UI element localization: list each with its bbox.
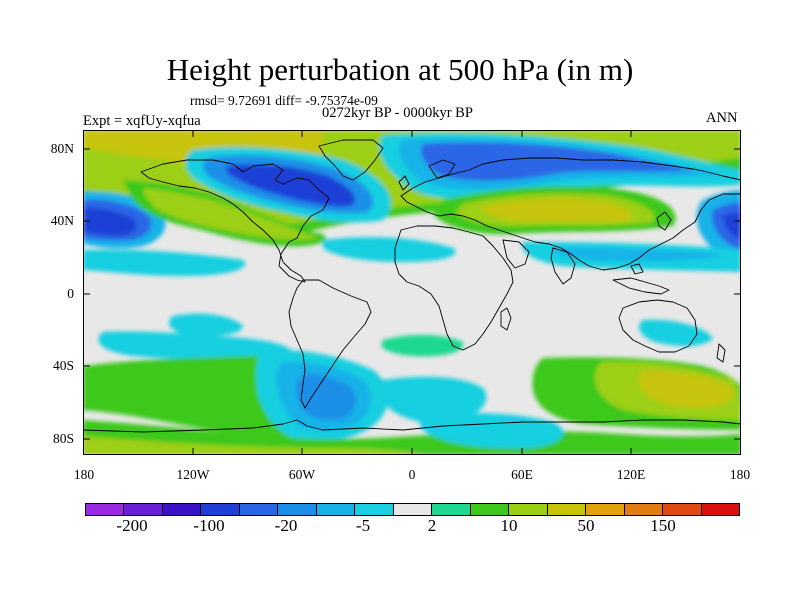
colorbar-label: -20 bbox=[274, 516, 298, 535]
colorbar-swatch bbox=[393, 504, 433, 515]
colorbar-swatch bbox=[470, 504, 510, 515]
lat-label-80s: 80S bbox=[52, 431, 74, 446]
colorbar-label: -100 bbox=[193, 516, 225, 535]
lon-label-60e: 60E bbox=[511, 467, 533, 482]
plot-title: Height perturbation at 500 hPa (in m) bbox=[166, 52, 634, 87]
lon-label-180w: 180 bbox=[73, 467, 95, 482]
colorbar-swatch bbox=[624, 504, 664, 515]
perturbation-field bbox=[83, 130, 741, 455]
colorbar-label: 2 bbox=[427, 516, 437, 535]
colorbar-swatch bbox=[162, 504, 202, 515]
coastlines bbox=[83, 139, 741, 433]
lat-label-eq: 0 bbox=[67, 286, 74, 301]
lat-label-40n: 40N bbox=[50, 213, 74, 228]
colorbar-swatch bbox=[432, 504, 471, 515]
colorbar-swatch bbox=[201, 504, 240, 515]
colorbar-label: -200 bbox=[116, 516, 148, 535]
colorbar-swatch bbox=[239, 504, 279, 515]
colorbar-swatch bbox=[86, 504, 125, 515]
period-label: 0272kyr BP - 0000kyr BP bbox=[322, 105, 473, 121]
colorbar-swatch bbox=[547, 504, 587, 515]
experiment-label: Expt = xqfUy-xqfua bbox=[83, 113, 201, 129]
colorbar-label: 10 bbox=[500, 516, 518, 535]
season-label: ANN bbox=[706, 110, 738, 126]
colorbar-swatch bbox=[278, 504, 317, 515]
axis-ticks bbox=[83, 130, 741, 455]
colorbar bbox=[85, 503, 740, 516]
stats-text: rmsd= 9.72691 diff= -9.75374e-09 bbox=[190, 93, 378, 108]
lon-label-60w: 60W bbox=[288, 467, 316, 482]
lon-label-120e: 120E bbox=[616, 467, 646, 482]
colorbar-label: 150 bbox=[650, 516, 676, 535]
colorbar-label: 50 bbox=[577, 516, 595, 535]
colorbar-swatch bbox=[509, 504, 548, 515]
lon-label-180e: 180 bbox=[729, 467, 751, 482]
colorbar-swatch bbox=[316, 504, 356, 515]
lon-label-0: 0 bbox=[408, 467, 416, 482]
lat-label-40s: 40S bbox=[52, 358, 74, 373]
lon-label-120w: 120W bbox=[176, 467, 210, 482]
colorbar-label: -5 bbox=[355, 516, 371, 535]
colorbar-swatch bbox=[701, 504, 739, 515]
colorbar-swatch bbox=[124, 504, 163, 515]
colorbar-swatch bbox=[663, 504, 702, 515]
colorbar-swatch bbox=[586, 504, 625, 515]
lat-label-80n: 80N bbox=[50, 141, 74, 156]
colorbar-swatch bbox=[355, 504, 394, 515]
map-panel bbox=[83, 130, 741, 455]
